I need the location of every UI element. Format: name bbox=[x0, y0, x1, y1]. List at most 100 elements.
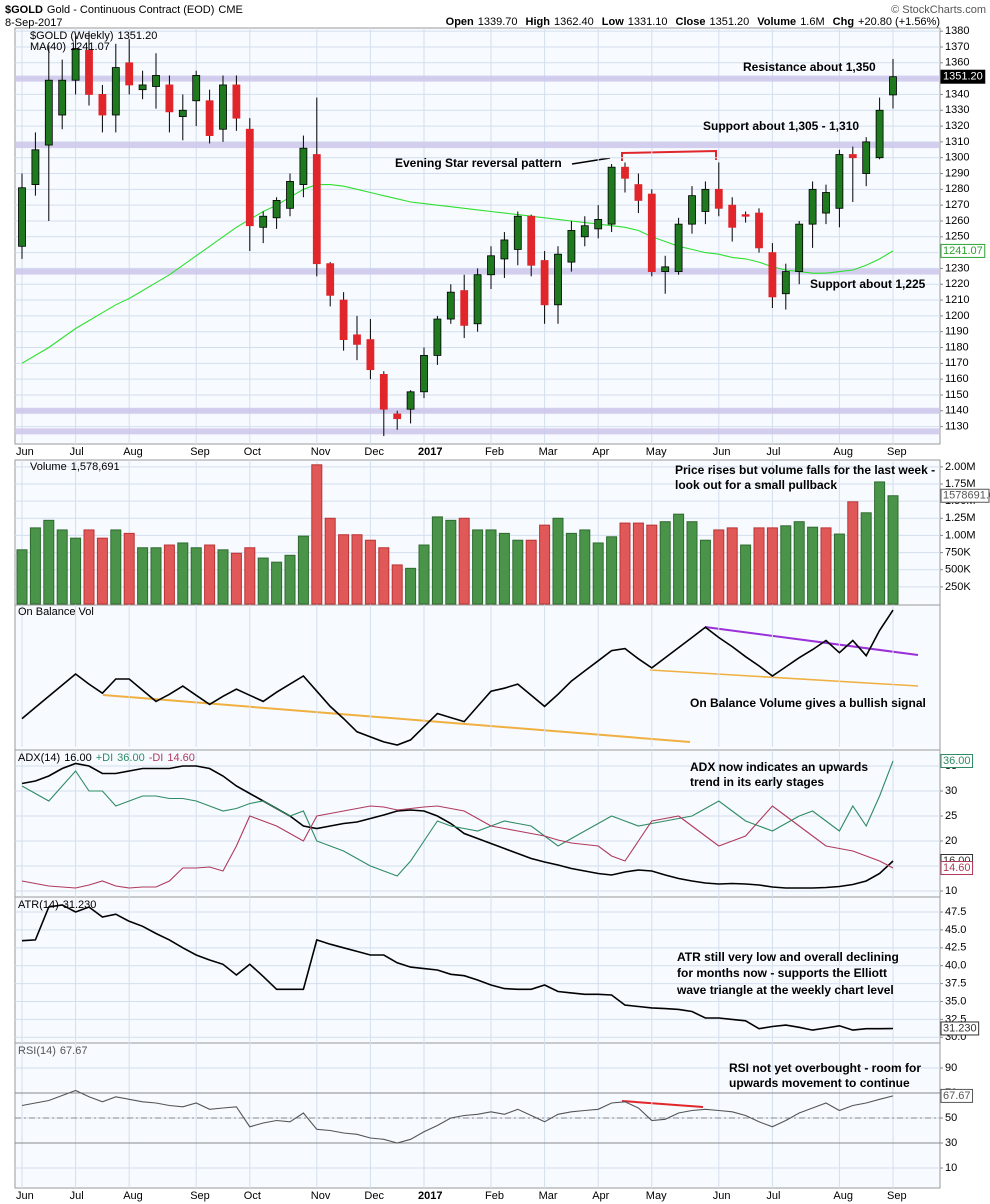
value-box-label: 14.60 bbox=[943, 862, 971, 874]
value-box-label: 31.230 bbox=[943, 1022, 977, 1034]
y-tick-label: 30 bbox=[945, 785, 957, 797]
candle-body bbox=[125, 62, 134, 86]
x-tick-label: Dec bbox=[364, 446, 384, 458]
annotation: wave triangle at the weekly chart level bbox=[676, 983, 894, 997]
candle-body bbox=[889, 76, 897, 96]
legend-text: 67.67 bbox=[60, 1045, 88, 1057]
candle-body bbox=[420, 355, 428, 393]
y-tick-label: 500K bbox=[945, 564, 971, 576]
candle-body bbox=[862, 141, 871, 174]
volume-bar bbox=[324, 517, 336, 605]
y-tick-label: 1130 bbox=[945, 421, 969, 433]
x-tick-label: Jul bbox=[70, 1190, 84, 1202]
y-tick-label: 1380 bbox=[945, 25, 969, 37]
obv-trendline bbox=[704, 626, 919, 656]
volume-bar bbox=[512, 539, 524, 605]
annotation: trend in its early stages bbox=[690, 775, 824, 789]
y-tick-label: 1220 bbox=[945, 278, 969, 290]
x-tick-label: Aug bbox=[123, 1190, 143, 1202]
series-line bbox=[21, 805, 894, 889]
level-band bbox=[15, 428, 940, 435]
candle-body bbox=[607, 166, 616, 225]
y-tick-label: 1300 bbox=[945, 152, 969, 164]
y-tick-label: 1290 bbox=[945, 167, 969, 179]
volume-bar bbox=[405, 567, 417, 605]
level-band bbox=[15, 142, 940, 149]
volume-bar bbox=[16, 549, 28, 605]
candle-body bbox=[286, 181, 294, 209]
y-tick-label: 1210 bbox=[945, 294, 969, 306]
volume-bar bbox=[338, 534, 350, 605]
candle-body bbox=[513, 215, 522, 250]
series-line bbox=[21, 762, 894, 889]
rsi-panel bbox=[14, 1042, 941, 1189]
volume-bar bbox=[378, 547, 390, 605]
legend: RSI(14) 67.67 bbox=[18, 1045, 87, 1057]
quote-value: +20.80 (+1.56%) bbox=[858, 16, 940, 28]
x-tick-label: Nov bbox=[311, 1190, 331, 1202]
volume-bar bbox=[351, 534, 363, 605]
quote-value: 1.6M bbox=[800, 16, 824, 28]
volume-bar bbox=[673, 513, 685, 605]
volume-bar bbox=[833, 533, 845, 605]
candle-body bbox=[245, 128, 254, 227]
x-tick-label: Jul bbox=[766, 446, 780, 458]
value-box bbox=[940, 1021, 980, 1036]
volume-bar bbox=[364, 539, 376, 605]
candle-body bbox=[674, 223, 683, 272]
x-tick-label: Apr bbox=[592, 1190, 609, 1202]
obv-panel bbox=[14, 604, 941, 751]
candle-body bbox=[661, 266, 670, 272]
pattern-bracket bbox=[621, 149, 717, 161]
volume-bar bbox=[472, 529, 484, 605]
volume-bar bbox=[418, 544, 430, 605]
candle-body bbox=[192, 75, 201, 102]
volume-bar bbox=[230, 552, 242, 605]
legend: $GOLD (Weekly) 1351.20 bbox=[30, 30, 157, 42]
volume-bar bbox=[445, 519, 457, 605]
candle-body bbox=[527, 215, 536, 266]
candle-body bbox=[701, 188, 710, 212]
volume-bar bbox=[780, 525, 792, 605]
candle-body bbox=[634, 184, 643, 201]
candle-body bbox=[178, 109, 187, 117]
y-tick-label: 1.75M bbox=[945, 478, 976, 490]
candle-body bbox=[326, 263, 335, 296]
quote-value: 1362.40 bbox=[554, 16, 594, 28]
obv-trendline bbox=[102, 694, 691, 743]
candle-body bbox=[18, 187, 26, 247]
candle-body bbox=[460, 290, 469, 326]
y-tick-label: 1260 bbox=[945, 215, 969, 227]
x-tick-label: Feb bbox=[485, 446, 504, 458]
quote-label: Low bbox=[602, 16, 624, 28]
candle-body bbox=[31, 149, 40, 185]
candle-body bbox=[138, 84, 147, 91]
source: © StockCharts.com bbox=[891, 4, 986, 16]
x-tick-label: Jul bbox=[70, 446, 84, 458]
legend-text: Volume bbox=[30, 461, 67, 473]
x-tick-label: Apr bbox=[592, 446, 609, 458]
candle-body bbox=[540, 260, 549, 306]
y-tick-label: 1280 bbox=[945, 183, 969, 195]
volume-bar bbox=[579, 529, 591, 605]
x-tick-label: Jun bbox=[713, 446, 731, 458]
legend-text: 1241.07 bbox=[70, 41, 110, 53]
candle-body bbox=[44, 79, 53, 146]
quote-value: 1331.10 bbox=[628, 16, 668, 28]
y-tick-label: 45.0 bbox=[945, 924, 966, 936]
candle-body bbox=[554, 253, 562, 306]
candle-body bbox=[446, 291, 455, 320]
legend: $GOLD Gold - Continuous Contract (EOD) CME bbox=[5, 4, 243, 16]
candle-body bbox=[85, 49, 93, 95]
legend: MA(40) 1241.07 bbox=[30, 41, 110, 53]
legend-text: ADX(14) bbox=[18, 752, 60, 764]
candle-body bbox=[219, 84, 227, 130]
volume-bar bbox=[485, 529, 497, 605]
volume-bar bbox=[43, 519, 55, 605]
y-tick-label: 25 bbox=[945, 810, 957, 822]
volume-bar bbox=[539, 524, 551, 605]
y-tick-label: 250K bbox=[945, 581, 971, 593]
chart-date: 8-Sep-2017 bbox=[5, 17, 63, 29]
annotation: ATR still very low and overall declining bbox=[677, 950, 899, 964]
legend: On Balance Vol bbox=[18, 606, 94, 618]
